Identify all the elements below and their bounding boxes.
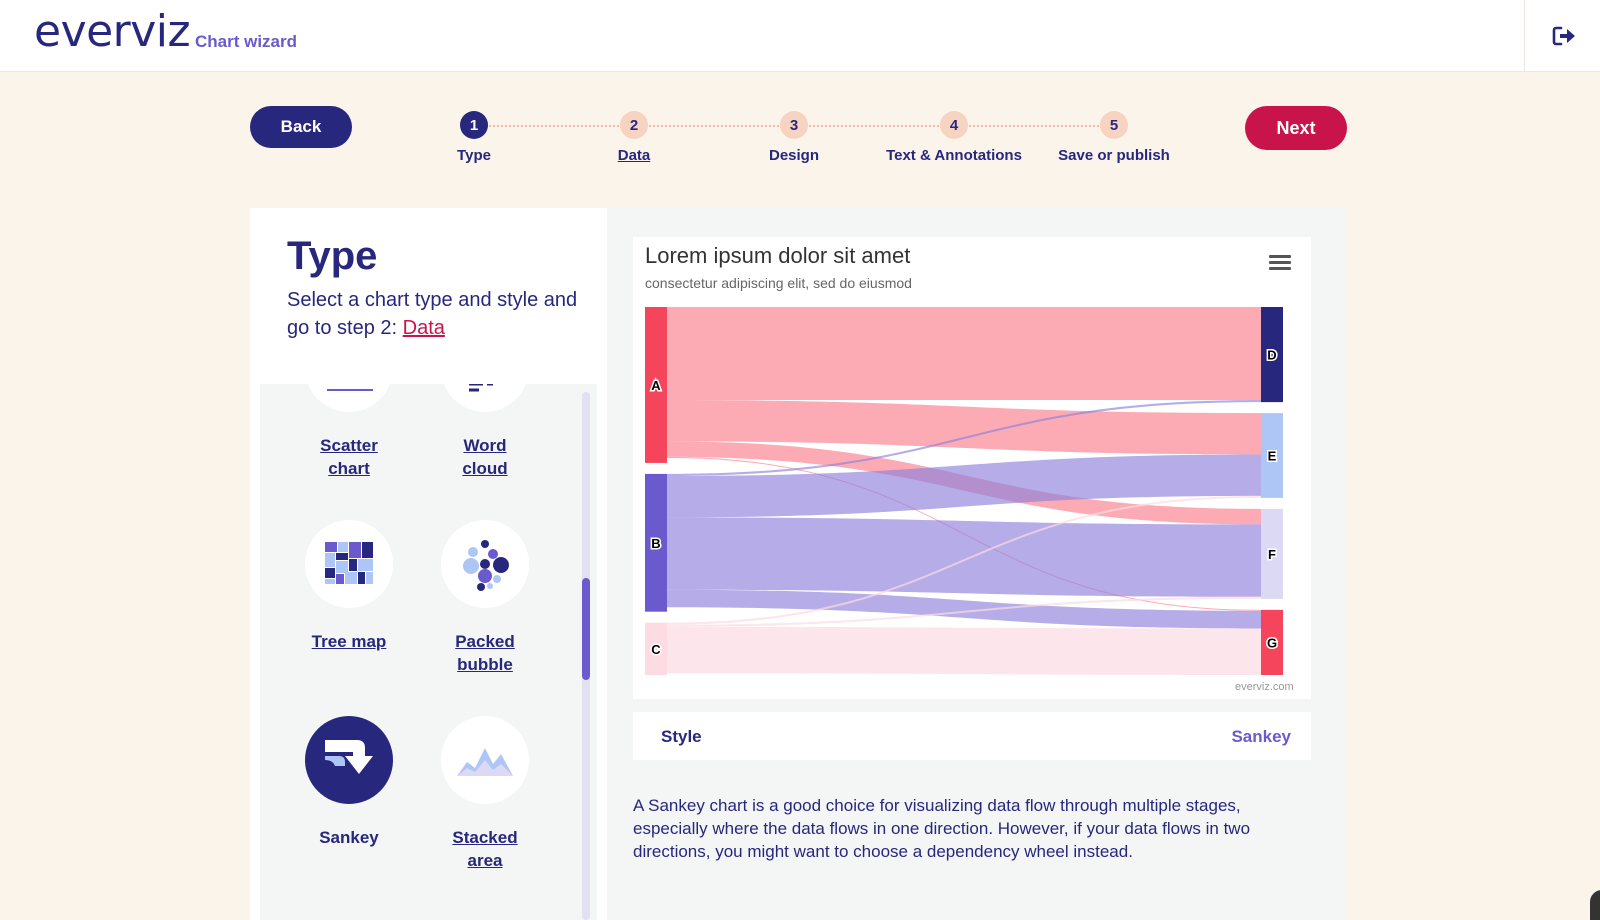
chart-type-sankey[interactable]: Sankey [289,716,409,849]
sankey-node-label-A: A [651,378,661,393]
sankey-node-E[interactable] [1261,413,1283,498]
step-text-annotations[interactable]: 4 Text & Annotations [879,111,1029,164]
chart-credit[interactable]: everviz.com [1235,681,1294,693]
sankey-link-C-G[interactable] [667,626,1261,675]
chart-type-list[interactable]: Scatter chart Word cloud [260,384,597,920]
window-corner [1590,890,1600,920]
type-panel: Type Select a chart type and style and g… [250,208,607,920]
tile-icon-circle [441,384,529,412]
style-label: Style [661,727,702,746]
sankey-node-F[interactable] [1261,508,1283,599]
sankey-node-C[interactable] [645,622,667,675]
tile-label-line: Scatter [320,436,378,455]
sankey-icon [325,740,373,774]
sankey-link-B-D[interactable] [667,400,1261,476]
tile-label-line: Stacked [452,828,518,847]
sankey-link-C-F[interactable] [667,596,1261,627]
app-header: everviz Chart wizard [0,0,1600,72]
stacked-area-icon [457,748,513,776]
chart-title: Lorem ipsum dolor sit amet [645,243,911,268]
tile-icon-circle [441,716,529,804]
app-logo[interactable]: everviz [34,6,191,57]
logout-icon [1552,26,1575,46]
app-subtitle: Chart wizard [195,32,298,51]
tile-label-line: Packed [455,632,515,651]
tile-icon-circle [305,384,393,412]
tile-icon-circle [305,520,393,608]
tile-label: Stacked area [425,826,545,872]
chart-subtitle: consectetur adipiscing elit, sed do eius… [645,275,912,291]
sankey-link-B-E[interactable] [667,454,1261,518]
sankey-node-label-D: D [1267,348,1276,363]
word-cloud-icon [469,384,493,392]
logout-button[interactable] [1548,20,1580,52]
step-number: 1 [460,111,488,139]
tile-label-line: bubble [457,655,513,674]
sankey-node-B[interactable] [645,473,667,612]
next-button[interactable]: Next [1245,106,1347,150]
scatter-chart-icon [327,389,373,391]
tile-icon-circle [441,520,529,608]
step-label: Design [768,147,819,164]
tile-label-line: area [467,851,503,870]
chart-type-word-cloud[interactable]: Word cloud [425,384,545,480]
tile-label-line: cloud [462,459,508,478]
tile-label: Tree map [311,632,387,651]
tile-label-line: chart [328,459,370,478]
chart-type-packed-bubble[interactable]: Packed bubble [425,520,545,676]
back-button[interactable]: Back [250,106,352,148]
tile-label: Packed bubble [425,630,545,676]
step-label: Text & Annotations [886,147,1022,164]
chart-type-description: A Sankey chart is a good choice for visu… [633,796,1251,861]
sankey-link-A-D[interactable] [667,307,1261,401]
tile-label: Word cloud [425,434,545,480]
step-number: 5 [1100,111,1128,139]
sankey-node-label-B: B [651,536,660,551]
step-save-publish[interactable]: 5 Save or publish [1039,111,1189,164]
data-step-link[interactable]: Data [402,317,445,339]
step-label: Data [617,147,651,164]
step-type[interactable]: 1 Type [399,111,549,164]
sankey-node-label-F: F [1268,547,1276,562]
sankey-node-A[interactable] [645,307,667,463]
tile-icon-circle [305,716,393,804]
tile-label: Scatter chart [289,434,409,480]
step-number: 3 [780,111,808,139]
step-number: 4 [940,111,968,139]
sankey-link-B-F[interactable] [667,517,1261,597]
tree-map-icon [325,542,373,584]
sankey-node-label-G: G [1267,635,1277,650]
packed-bubble-icon [463,540,509,591]
chart-type-stacked-area[interactable]: Stacked area [425,716,545,872]
sankey-node-label-E: E [1268,449,1277,464]
sankey-link-A-E[interactable] [667,400,1261,455]
step-label: Type [457,147,491,164]
step-number: 2 [620,111,648,139]
style-selector[interactable]: Style Sankey [633,712,1311,760]
chart-type-scatter[interactable]: Scatter chart [289,384,409,480]
sankey-chart: A B C D E F G [645,307,1283,675]
hamburger-menu-icon[interactable] [1269,255,1291,273]
sankey-link-C-E[interactable] [667,495,1261,625]
chart-type-tree-map[interactable]: Tree map [289,520,409,653]
list-scrollbar-thumb[interactable] [582,578,590,680]
panel-description: Select a chart type and style and go to … [287,286,587,342]
panel-title: Type [287,234,378,278]
sankey-node-label-C: C [651,642,661,657]
sankey-node-D[interactable] [1261,307,1283,403]
sankey-node-G[interactable] [1261,609,1283,675]
tile-label: Sankey [319,828,379,847]
panel-description-text: Select a chart type and style and go to … [287,289,578,339]
step-label: Save or publish [1058,147,1170,164]
step-design[interactable]: 3 Design [719,111,869,164]
header-divider [1524,0,1525,72]
tile-label-line: Word [463,436,507,455]
preview-panel: Lorem ipsum dolor sit amet consectetur a… [607,208,1346,920]
step-data[interactable]: 2 Data [559,111,709,164]
chart-preview: Lorem ipsum dolor sit amet consectetur a… [633,237,1311,699]
style-value: Sankey [1231,727,1291,746]
sankey-link-B-G[interactable] [667,589,1261,629]
